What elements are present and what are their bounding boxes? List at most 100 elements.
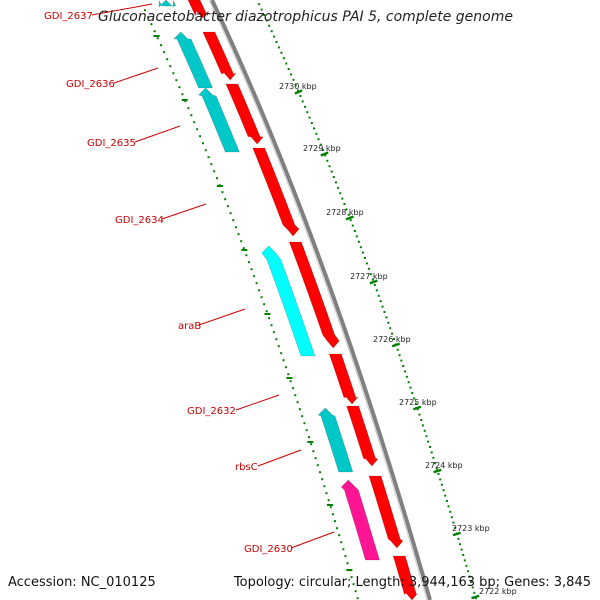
inner-tick-dot [215, 177, 218, 180]
label-leaders [91, 3, 335, 549]
tick-label-2729: 2729 kbp [303, 144, 341, 153]
tick-dot [343, 203, 346, 205]
inner-tick-dot [296, 401, 299, 404]
tick-dot [280, 51, 283, 54]
inner-tick-dot [305, 429, 308, 432]
tick-dot [425, 435, 428, 438]
tick-dot [411, 392, 414, 394]
tick-dot [385, 316, 388, 319]
tick-dot [383, 311, 386, 313]
major-tick [412, 405, 422, 411]
major-tick [452, 531, 461, 537]
major-tick [320, 151, 329, 157]
inner-tick-dot [210, 163, 213, 166]
tick-dot [287, 68, 290, 70]
tick-label-2727: 2727 kbp [350, 272, 388, 281]
inner-tick-dot [187, 107, 190, 110]
gene-label-arab[interactable]: araB [178, 321, 201, 332]
major-tick [391, 342, 401, 348]
tick-dot [379, 300, 382, 303]
gene-label-rbsc[interactable]: rbsC [235, 462, 258, 473]
inner-tick-dot [175, 79, 178, 82]
inner-tick-dot [329, 506, 332, 509]
tick-dot [361, 251, 364, 254]
backbone-highlight [208, 0, 428, 600]
inner-tick-dot [190, 114, 193, 117]
label-leader-line [134, 125, 181, 143]
tick-dot [263, 14, 266, 16]
tick-dot [273, 35, 276, 38]
gene-label-gdi-2630[interactable]: GDI_2630 [244, 544, 293, 555]
inner-tick-dot [237, 233, 240, 236]
genome-summary-text: Topology: circular; Length: 3,944,163 bp… [233, 575, 591, 590]
tick-dot [324, 154, 327, 157]
tick-dot [282, 57, 285, 60]
gene-label-gdi-2636[interactable]: GDI_2636 [66, 79, 115, 90]
tick-dot [409, 386, 412, 389]
inner-tick-dot [229, 212, 232, 215]
inner-tick-dot [327, 499, 330, 502]
label-leader-line [257, 449, 302, 467]
tick-dot [428, 446, 431, 448]
tick-dot [465, 564, 468, 567]
inner-tick-dot [143, 9, 146, 12]
tick-dot [308, 116, 311, 119]
gene-label-gdi-2632[interactable]: GDI_2632 [187, 406, 236, 417]
tick-dot [462, 554, 465, 556]
tick-dot [391, 332, 394, 335]
tick-dot [437, 473, 440, 475]
tick-dot [474, 597, 477, 600]
tick-label-2726: 2726 kbp [373, 335, 411, 344]
tick-dot [367, 267, 370, 270]
label-leader-line [235, 394, 280, 411]
tick-dot [357, 240, 360, 243]
inner-tick-dot [356, 597, 359, 600]
gene-gdi-2636-forward [202, 31, 237, 81]
tick-dot [392, 338, 395, 340]
tick-dot [398, 354, 401, 357]
inner-tick-dot [284, 366, 287, 369]
inner-tick-dot [213, 170, 216, 173]
inner-major-tick [216, 185, 223, 187]
tick-dot [430, 451, 433, 454]
inner-tick-dot [298, 408, 301, 411]
tick-dot [458, 543, 461, 546]
major-tick [294, 89, 303, 95]
tick-dot [432, 456, 435, 459]
tick-dot [404, 370, 407, 373]
inner-tick-dot [245, 254, 248, 257]
inner-tick-dot [344, 555, 347, 558]
inner-tick-dot [282, 359, 285, 362]
tick-dot [265, 19, 268, 22]
inner-tick-dot [352, 583, 355, 586]
inner-tick-dot [163, 51, 166, 54]
tick-dot [334, 181, 337, 184]
inner-tick-dot [303, 422, 306, 425]
tick-dot [468, 575, 471, 578]
tick-dot [400, 359, 403, 362]
major-tick [433, 468, 442, 474]
gene-label-gdi-2634[interactable]: GDI_2634 [115, 215, 164, 226]
inner-major-tick [181, 99, 188, 101]
gene-label-gdi-2635[interactable]: GDI_2635 [87, 138, 136, 149]
tick-dot [347, 213, 350, 216]
tick-dot [435, 467, 438, 470]
tick-dot [420, 419, 423, 421]
inner-major-tick [264, 313, 271, 315]
tick-dot [445, 500, 448, 502]
inner-major-tick [326, 504, 333, 506]
inner-tick-dot [242, 247, 245, 250]
inner-tick-dot [268, 317, 271, 320]
map-title: Gluconacetobacter diazotrophicus PAI 5, … [98, 9, 513, 25]
inner-tick-dot [291, 387, 294, 390]
inner-tick-dot [270, 324, 273, 327]
gene-label-gdi-2637[interactable]: GDI_2637 [44, 11, 93, 22]
inner-tick-dot [310, 443, 313, 446]
gene-gdi-2634-forward [252, 147, 300, 237]
inner-tick-dot [199, 135, 202, 138]
inner-tick-dot [204, 149, 207, 152]
tick-dot [421, 424, 424, 427]
tick-dot [278, 46, 281, 49]
inner-tick-dot [312, 450, 315, 453]
